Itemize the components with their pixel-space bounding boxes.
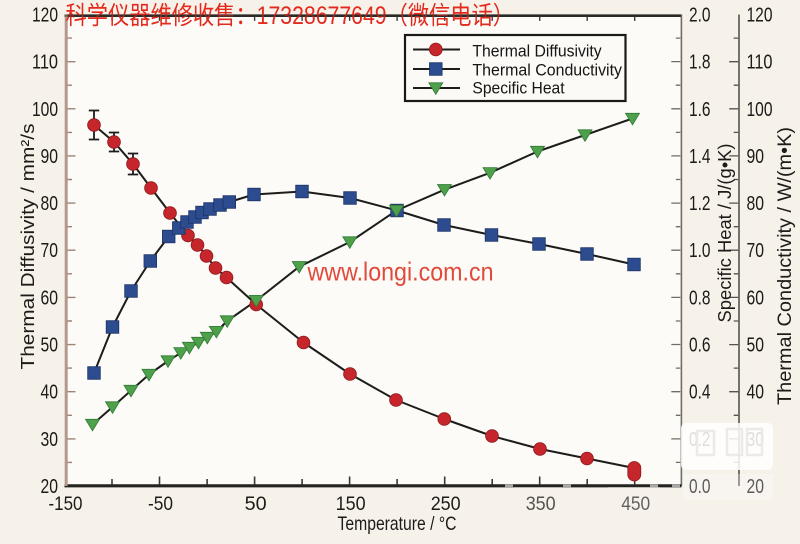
svg-text:60: 60 (747, 287, 765, 309)
svg-text:1.4: 1.4 (689, 146, 711, 168)
svg-text:0.0: 0.0 (689, 476, 711, 498)
svg-text:40: 40 (41, 382, 59, 404)
svg-text:1.8: 1.8 (689, 52, 711, 74)
svg-text:110: 110 (747, 52, 773, 74)
svg-text:100: 100 (32, 99, 58, 121)
svg-text:Thermal Diffusivity: Thermal Diffusivity (472, 42, 602, 61)
svg-text:Thermal Diffusivity / mm²/s: Thermal Diffusivity / mm²/s (17, 124, 38, 370)
svg-text:20: 20 (41, 476, 59, 498)
svg-text:1.6: 1.6 (689, 99, 711, 121)
svg-text:80: 80 (41, 193, 59, 215)
svg-text:80: 80 (747, 193, 765, 215)
svg-text:100: 100 (747, 99, 773, 121)
svg-text:70: 70 (747, 240, 765, 262)
svg-text:1.2: 1.2 (689, 193, 711, 215)
svg-text:1.0: 1.0 (689, 240, 711, 262)
svg-text:20: 20 (747, 476, 765, 498)
svg-text:30: 30 (41, 429, 59, 451)
svg-text:50: 50 (747, 335, 765, 357)
svg-text:90: 90 (747, 146, 765, 168)
svg-text:Specific Heat / J/(g•K): Specific Heat / J/(g•K) (715, 144, 735, 323)
svg-text:90: 90 (41, 146, 59, 168)
svg-text:Specific Heat: Specific Heat (472, 79, 564, 98)
svg-text:Temperature / °C: Temperature / °C (338, 513, 457, 535)
svg-text:-50: -50 (148, 493, 173, 515)
svg-text:350: 350 (526, 493, 556, 515)
svg-text:0.6: 0.6 (689, 335, 711, 357)
svg-text:Thermal Conductivity / W/(m•K): Thermal Conductivity / W/(m•K) (775, 127, 796, 405)
svg-text:-150: -150 (49, 493, 83, 515)
svg-text:110: 110 (32, 52, 58, 74)
svg-text:120: 120 (747, 5, 773, 27)
svg-text:50: 50 (245, 493, 267, 515)
svg-text:120: 120 (32, 5, 58, 27)
svg-text:50: 50 (41, 335, 59, 357)
svg-text:150: 150 (336, 493, 366, 515)
svg-text:250: 250 (431, 493, 461, 515)
svg-text:0.8: 0.8 (689, 287, 711, 309)
svg-text:0.4: 0.4 (689, 382, 711, 404)
svg-text:70: 70 (41, 240, 59, 262)
svg-text:www.longi.com.cn: www.longi.com.cn (307, 257, 494, 287)
svg-text:Thermal Conductivity: Thermal Conductivity (472, 61, 622, 80)
svg-text:2.0: 2.0 (689, 5, 711, 27)
svg-text:450: 450 (621, 493, 650, 515)
svg-text:60: 60 (41, 287, 59, 309)
svg-text:40: 40 (747, 382, 765, 404)
